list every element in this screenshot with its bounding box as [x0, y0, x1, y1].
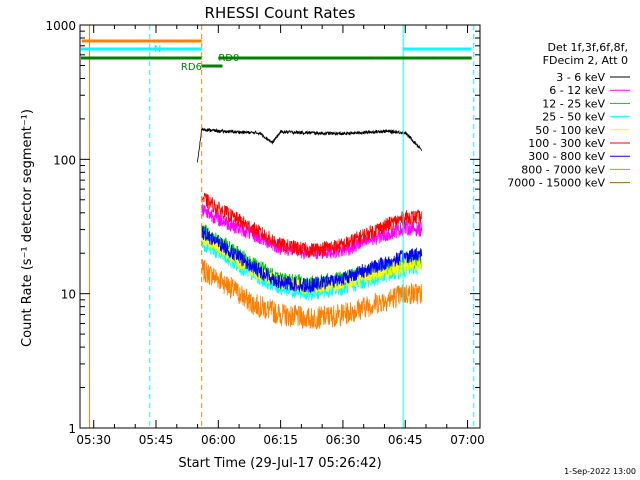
series-line-1	[197, 127, 423, 163]
x-tick-label: 06:30	[326, 433, 361, 447]
footer-date: 1-Sep-2022 13:00	[564, 467, 636, 476]
markers-layer	[79, 25, 475, 428]
legend-label: 300 - 800 keV	[528, 150, 605, 163]
x-tick-label: 05:45	[139, 433, 174, 447]
y-tick-label: 1000	[45, 19, 76, 33]
annotation-rd6: RD6	[181, 62, 202, 73]
legend-label: 3 - 6 keV	[556, 71, 605, 84]
legend-header-line-1: Det 1f,3f,6f,8f,	[547, 41, 628, 54]
series-line-7	[201, 225, 423, 293]
y-axis-label: Count Rate (s⁻¹ detector segment⁻¹)	[20, 109, 35, 347]
y-tick-label: 1	[68, 422, 76, 436]
y-tick-label: 10	[61, 288, 76, 302]
legend-label: 100 - 300 keV	[528, 137, 605, 150]
axes-layer: 05:30 05:45 06:00 06:15 06:30 06:45 07:00 1 10 10…	[45, 19, 484, 447]
x-tick-label: 05:30	[76, 433, 111, 447]
plot-frame	[79, 24, 481, 429]
x-axis-label: Start Time (29-Jul-17 05:26:42)	[178, 456, 381, 471]
legend-label: 12 - 25 keV	[542, 97, 605, 110]
x-tick-label: 06:15	[263, 433, 298, 447]
legend-label: 800 - 7000 keV	[521, 163, 605, 176]
annotation-n: N	[154, 44, 161, 55]
bars-layer: N RD0 RD6	[81, 39, 472, 73]
legend: Det 1f,3f,6f,8f, FDecim 2, Att 0 3 - 6 k…	[507, 41, 630, 190]
series-layer	[197, 127, 423, 330]
series-line-6	[201, 192, 423, 258]
y-tick-label: 100	[53, 153, 76, 167]
legend-label: 7000 - 15000 keV	[507, 177, 605, 190]
annotation-rd0: RD0	[218, 53, 239, 64]
legend-label: 6 - 12 keV	[549, 84, 605, 97]
legend-label: 25 - 50 keV	[542, 111, 605, 124]
series-line-8	[201, 259, 423, 330]
x-tick-label: 06:00	[201, 433, 236, 447]
legend-label: 50 - 100 keV	[535, 124, 605, 137]
chart-title: RHESSI Count Rates	[205, 4, 356, 22]
x-tick-label: 07:00	[450, 433, 485, 447]
x-tick-label: 06:45	[388, 433, 423, 447]
legend-header-line-2: FDecim 2, Att 0	[543, 54, 628, 67]
